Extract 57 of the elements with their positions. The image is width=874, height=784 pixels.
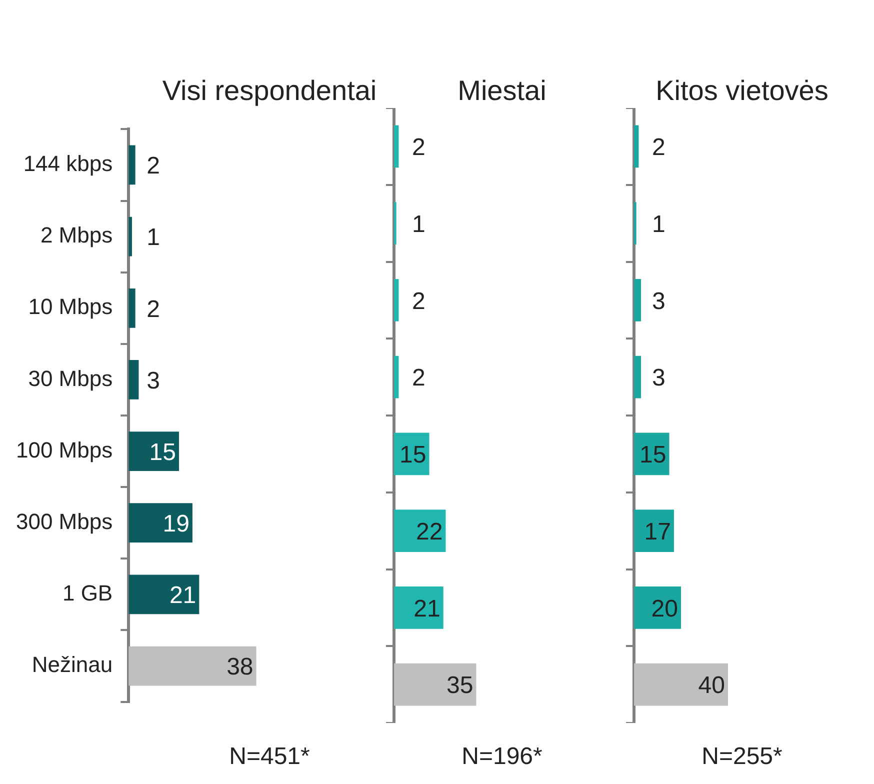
bar xyxy=(394,663,476,706)
bar xyxy=(128,432,180,471)
y-tick-label: 144 kbps xyxy=(23,151,113,176)
bar xyxy=(394,356,399,398)
bar xyxy=(394,510,446,552)
text: N=255* xyxy=(700,743,784,771)
bar xyxy=(128,503,192,543)
data-label: 19 xyxy=(162,510,190,538)
data-label: 2 xyxy=(412,134,426,162)
bar xyxy=(634,510,674,552)
data-label: 15 xyxy=(640,442,666,469)
y-tick-label: 100 Mbps xyxy=(16,437,113,462)
data-label: 3 xyxy=(146,367,160,394)
data-label: 40 xyxy=(698,672,725,700)
y-tick-label: 1 GB xyxy=(62,580,113,606)
bar xyxy=(394,586,444,629)
y-tick-label: 300 Mbps xyxy=(16,508,113,534)
y-tick-label: 10 Mbps xyxy=(28,294,113,320)
data-label: 20 xyxy=(651,595,678,622)
data-label: 38 xyxy=(226,654,254,681)
data-label: 21 xyxy=(169,582,196,610)
bar xyxy=(128,646,256,686)
data-label: 2 xyxy=(652,134,666,162)
y-tick-label: 30 Mbps xyxy=(28,366,113,391)
data-label: 3 xyxy=(652,288,666,315)
data-label: 1 xyxy=(146,224,160,252)
bar xyxy=(634,279,642,322)
data-label: 1 xyxy=(412,210,426,238)
data-label: 1 xyxy=(652,210,666,238)
chart-title: Kitos vietovės xyxy=(654,74,830,108)
data-label: 35 xyxy=(446,672,474,700)
y-tick-label: Nežinau xyxy=(32,652,113,678)
data-label: 15 xyxy=(149,438,176,466)
data-label: 3 xyxy=(652,364,666,392)
bar xyxy=(634,125,639,168)
bar xyxy=(128,574,200,614)
data-label: 2 xyxy=(412,288,426,315)
data-label: 21 xyxy=(414,595,440,622)
text: N=196* xyxy=(460,743,544,771)
bar xyxy=(128,360,139,400)
y-tick-label: 2 Mbps xyxy=(40,222,113,248)
bar xyxy=(128,145,136,185)
data-label: 22 xyxy=(416,518,443,546)
chart-title: Miestai xyxy=(456,74,548,108)
chart-title: Visi respondentai xyxy=(161,74,378,108)
data-label: 2 xyxy=(412,364,426,392)
bar xyxy=(128,288,136,328)
bar xyxy=(394,279,399,322)
bar xyxy=(634,586,681,629)
bar xyxy=(634,356,642,398)
text: N=451* xyxy=(228,743,311,771)
bar xyxy=(634,663,728,706)
bar xyxy=(394,125,399,168)
data-label: 2 xyxy=(146,152,160,180)
data-label: 2 xyxy=(146,296,160,323)
data-label: 17 xyxy=(644,518,671,546)
data-label: 15 xyxy=(400,442,426,469)
